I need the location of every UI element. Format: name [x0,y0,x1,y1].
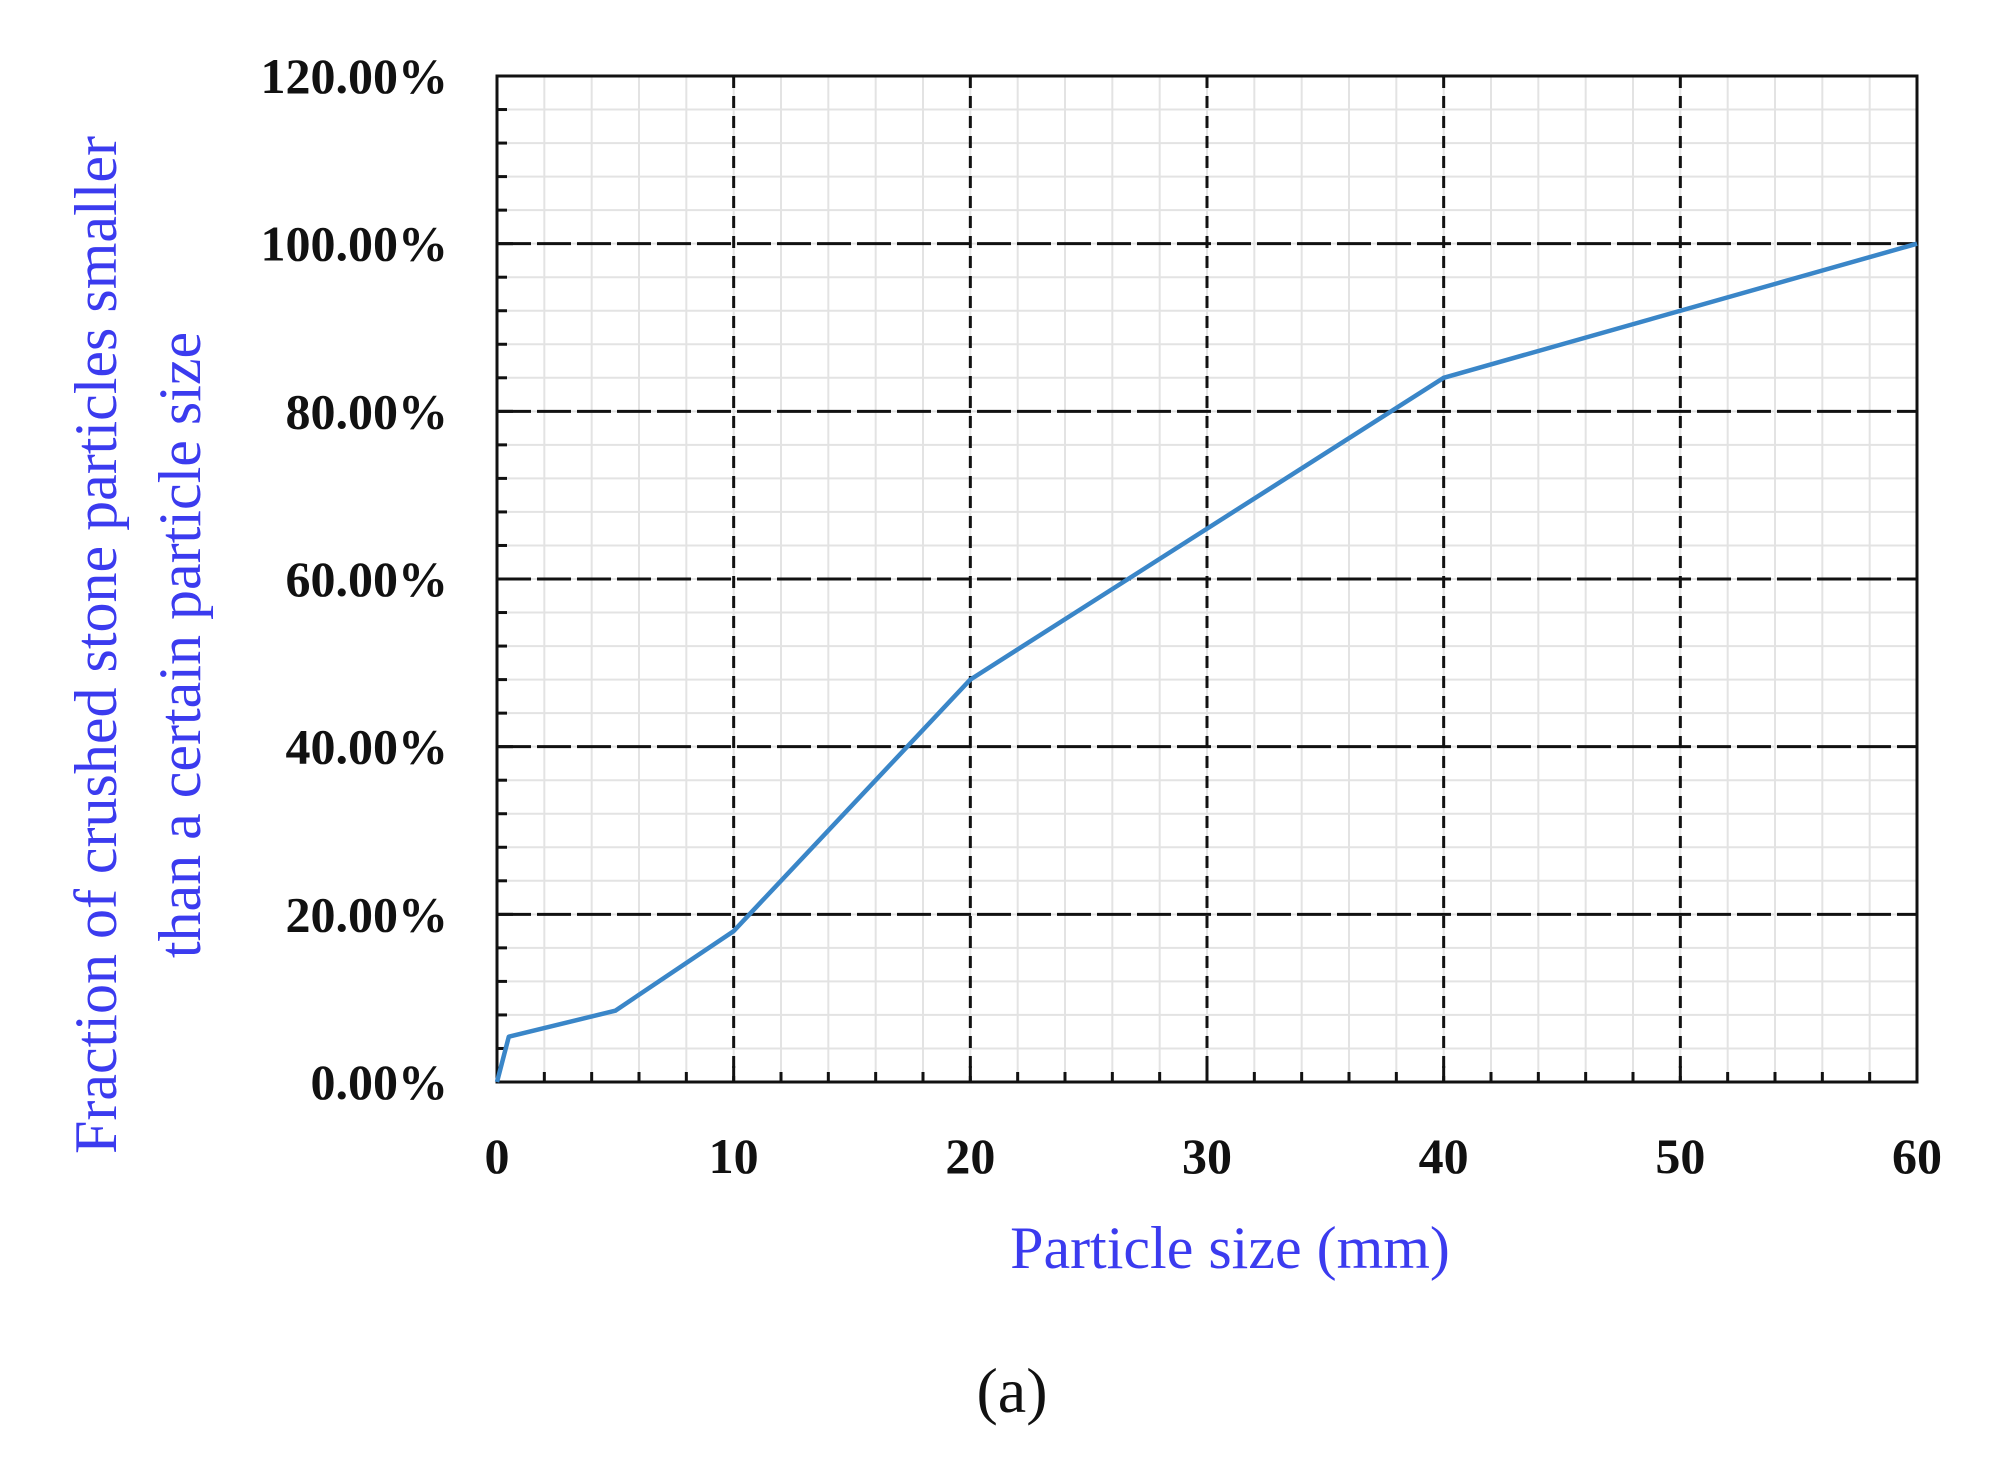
series-line-0 [494,241,1918,1083]
x-tick-label: 30 [1182,1128,1232,1184]
y-tick-label: 20.00% [286,886,449,942]
y-tick-label: 40.00% [286,719,449,775]
figure-caption: (a) [976,1355,1047,1426]
x-tick-label: 20 [945,1128,995,1184]
y-tick-label: 120.00% [261,48,449,104]
x-tick-label: 50 [1655,1128,1705,1184]
y-tick-label: 80.00% [286,383,449,439]
y-axis-title-line-2: than a certain particle size [147,332,213,958]
x-tick-label: 40 [1419,1128,1469,1184]
x-tick-labels: 0 10 20 30 40 50 60 [485,1128,1943,1184]
y-tick-label: 0.00% [311,1054,449,1110]
x-axis-title: Particle size (mm) [1010,1215,1450,1281]
y-tick-labels: 0.00% 20.00% 40.00% 60.00% 80.00% 100.00% 120.… [261,48,449,1110]
y-tick-label: 60.00% [286,551,449,607]
series-layer [494,241,1918,1083]
x-tick-label: 0 [485,1128,510,1184]
y-tick-label: 100.00% [261,216,449,272]
y-axis-title: Fraction of crushed stone particles smal… [63,136,213,1154]
x-tick-label: 60 [1892,1128,1942,1184]
y-axis-title-line-1: Fraction of crushed stone particles smal… [63,136,129,1154]
x-tick-label: 10 [709,1128,759,1184]
plot-frame [495,74,1919,1084]
